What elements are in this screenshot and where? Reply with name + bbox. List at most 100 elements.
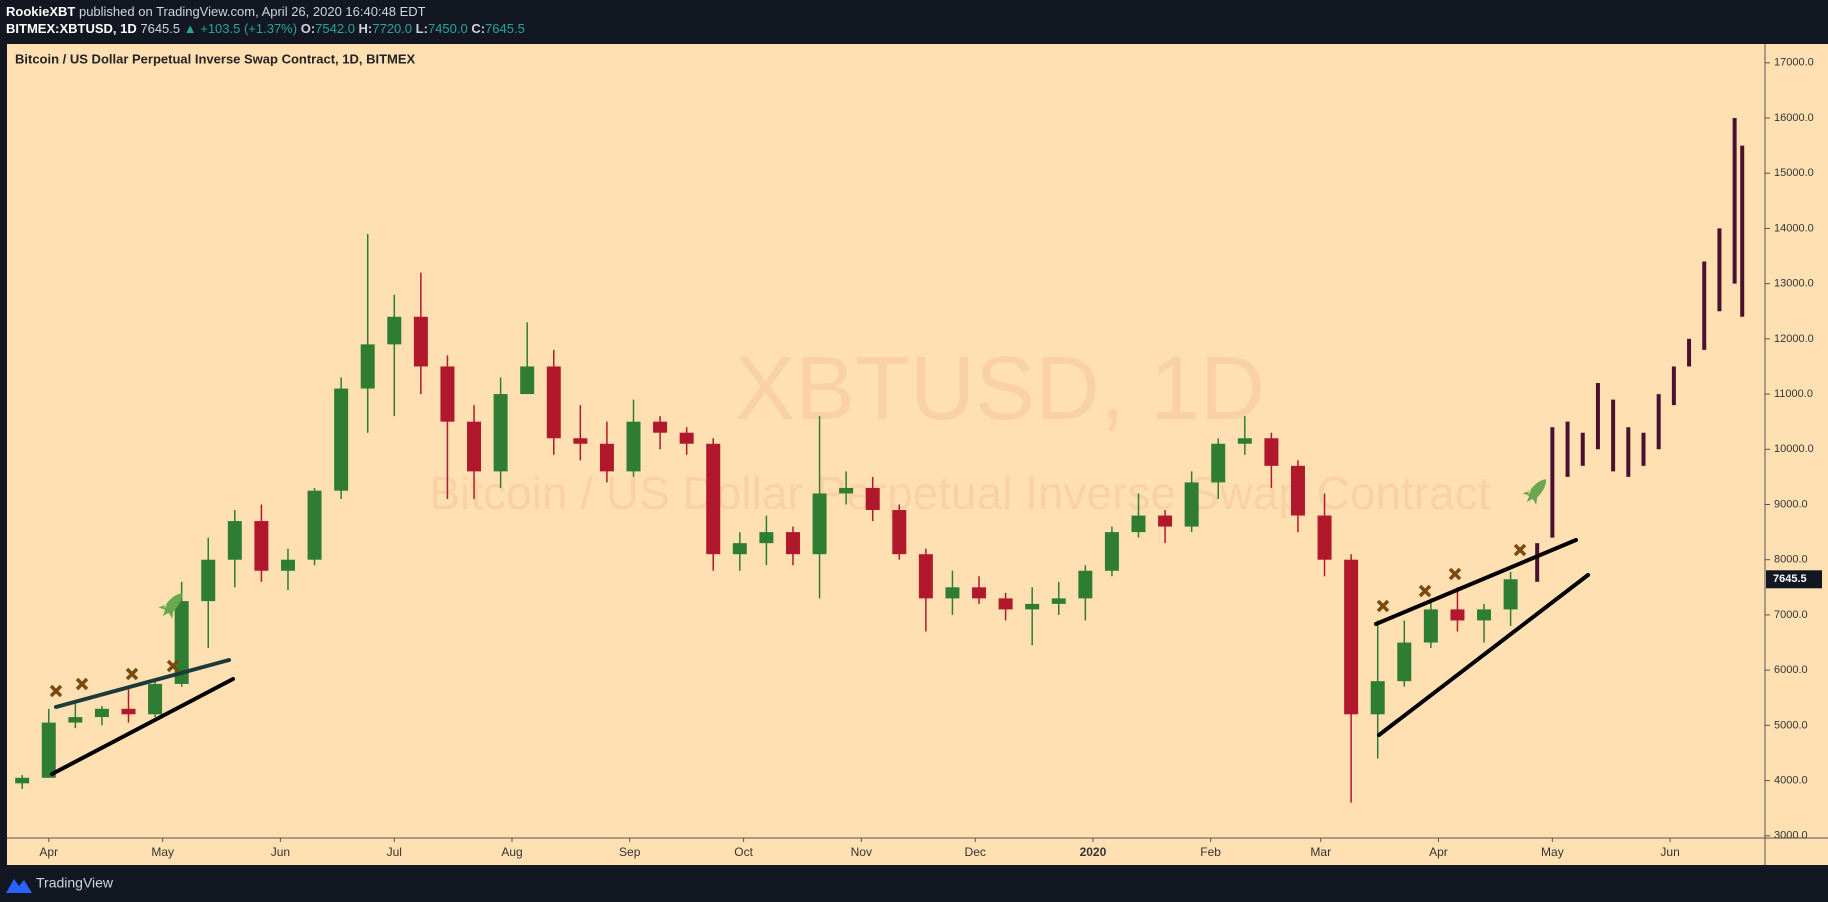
candle-body bbox=[785, 532, 800, 555]
high-label: H: bbox=[359, 21, 373, 36]
candle-body bbox=[520, 366, 535, 395]
candle-body bbox=[1477, 609, 1492, 621]
x-tick-label: Mar bbox=[1310, 845, 1331, 859]
trend-line bbox=[1377, 573, 1590, 737]
x-tick-label: Nov bbox=[851, 845, 872, 859]
candle-body bbox=[812, 493, 827, 555]
x-tick-label: 2020 bbox=[1080, 845, 1107, 859]
candle-body bbox=[1264, 438, 1279, 466]
candle-body bbox=[15, 777, 30, 784]
candle-body bbox=[1290, 465, 1305, 516]
candle-body bbox=[307, 490, 322, 560]
change: ▲ +103.5 (+1.37%) bbox=[184, 21, 297, 36]
logo bbox=[6, 879, 32, 893]
watermark-subtitle: Bitcoin / US Dollar Perpetual Inverse Sw… bbox=[429, 467, 1490, 519]
high: 7720.0 bbox=[372, 21, 412, 36]
candle-body bbox=[732, 543, 747, 555]
trend-line bbox=[54, 658, 231, 709]
candle-body bbox=[945, 587, 960, 599]
candle-body bbox=[1423, 609, 1438, 643]
y-tick-label: 7000.0 bbox=[1774, 609, 1808, 621]
x-tick-label: May bbox=[151, 845, 174, 859]
candle-body bbox=[68, 717, 83, 723]
author: RookieXBT bbox=[6, 4, 75, 19]
candle-body bbox=[653, 421, 668, 433]
y-tick-label: 3000.0 bbox=[1774, 830, 1808, 842]
candle-body bbox=[918, 554, 933, 599]
candle-body bbox=[360, 344, 375, 389]
x-marker bbox=[1513, 543, 1527, 557]
candle-body bbox=[1158, 515, 1173, 527]
candle-body bbox=[148, 683, 163, 715]
low: 7450.0 bbox=[428, 21, 468, 36]
y-tick-label: 6000.0 bbox=[1774, 664, 1808, 676]
candle-body bbox=[626, 421, 641, 472]
y-tick-label: 9000.0 bbox=[1774, 498, 1808, 510]
candle-body bbox=[413, 316, 428, 367]
candle-body bbox=[679, 432, 694, 444]
candle-body bbox=[1025, 603, 1040, 610]
candle-body bbox=[972, 587, 987, 599]
header-line: RookieXBT published on TradingView.com, … bbox=[6, 4, 426, 19]
x-markers bbox=[49, 543, 1527, 698]
drawings bbox=[50, 538, 1590, 776]
candle-body bbox=[440, 366, 455, 422]
candle-body bbox=[94, 708, 109, 718]
candle-body bbox=[227, 521, 242, 560]
candle-body bbox=[1184, 482, 1199, 527]
x-tick-label: Feb bbox=[1200, 845, 1221, 859]
candle-body bbox=[41, 722, 56, 778]
x-tick-label: Jun bbox=[271, 845, 290, 859]
candle-body bbox=[1104, 532, 1119, 571]
candle-body bbox=[254, 521, 269, 571]
x-tick-label: May bbox=[1541, 845, 1564, 859]
price-axis bbox=[1765, 44, 1828, 838]
candle-body bbox=[1370, 681, 1385, 715]
candle-body bbox=[892, 510, 907, 555]
x-marker bbox=[1448, 567, 1462, 581]
x-tick-label: Apr bbox=[39, 845, 58, 859]
open-label: O: bbox=[301, 21, 315, 36]
x-marker bbox=[1376, 599, 1390, 613]
close-label: C: bbox=[471, 21, 485, 36]
price: 7645.5 bbox=[140, 21, 180, 36]
candle-body bbox=[706, 443, 721, 555]
y-tick-label: 12000.0 bbox=[1774, 333, 1814, 345]
footer-brand[interactable]: TradingView bbox=[36, 875, 114, 891]
candle-body bbox=[121, 708, 136, 715]
candle-body bbox=[839, 487, 854, 494]
x-marker bbox=[49, 684, 63, 698]
published: published on TradingView.com, April 26, … bbox=[79, 4, 426, 19]
candle-body bbox=[1078, 570, 1093, 599]
low-label: L: bbox=[416, 21, 428, 36]
candle-body bbox=[387, 316, 402, 345]
x-marker bbox=[125, 667, 139, 681]
candle-body bbox=[1397, 642, 1412, 682]
close: 7645.5 bbox=[485, 21, 525, 36]
open: 7542.0 bbox=[315, 21, 355, 36]
x-tick-label: Jun bbox=[1660, 845, 1679, 859]
footer-logo bbox=[6, 879, 32, 893]
x-tick-label: Dec bbox=[965, 845, 986, 859]
y-tick-label: 11000.0 bbox=[1774, 388, 1813, 400]
rocket bbox=[158, 593, 183, 619]
candle-body bbox=[280, 559, 295, 571]
marks bbox=[15, 117, 1745, 803]
symbol: BITMEX:XBTUSD, 1D bbox=[6, 21, 137, 36]
candle-body bbox=[1450, 609, 1465, 621]
rocket-icon bbox=[1522, 479, 1547, 505]
candle-body bbox=[1051, 598, 1066, 604]
y-tick-label: 5000.0 bbox=[1774, 719, 1808, 731]
candle-body bbox=[599, 443, 614, 472]
x-marker bbox=[75, 677, 89, 691]
candle-body bbox=[1131, 515, 1146, 533]
y-tick-label: 10000.0 bbox=[1774, 443, 1814, 455]
y-tick-label: 15000.0 bbox=[1774, 167, 1814, 179]
candle-body bbox=[1237, 438, 1252, 444]
x-tick-label: Jul bbox=[387, 845, 402, 859]
candle-body bbox=[1211, 443, 1226, 483]
plot-area bbox=[7, 44, 1765, 838]
candle-body bbox=[1344, 559, 1359, 715]
y-tick-label: 14000.0 bbox=[1774, 222, 1814, 234]
